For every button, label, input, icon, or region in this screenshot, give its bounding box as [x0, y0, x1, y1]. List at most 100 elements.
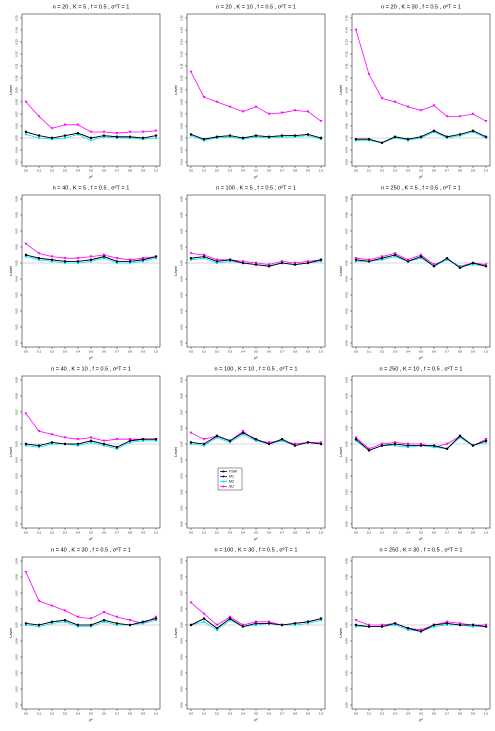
x-tick-label: 0.7	[445, 531, 449, 535]
point-marker	[50, 136, 54, 140]
y-tick-label: 0.15	[15, 15, 19, 21]
y-axis-label: Level	[8, 628, 13, 638]
point-marker	[24, 100, 28, 104]
y-tick-label: 0.05	[15, 135, 19, 141]
point-marker	[50, 258, 54, 261]
y-tick-label: 0.02	[15, 489, 19, 495]
x-tick-label: 1.0	[319, 712, 323, 716]
point-marker	[141, 258, 145, 261]
point-marker	[432, 104, 436, 107]
y-axis-label: Level	[173, 447, 178, 457]
x-tick-label: 1.0	[484, 531, 488, 535]
x-tick-label: 0.6	[267, 169, 271, 173]
point-marker	[280, 438, 284, 441]
point-marker	[367, 623, 371, 627]
point-marker	[202, 620, 206, 623]
x-tick-label: 0.2	[50, 350, 54, 354]
point-marker	[189, 70, 193, 74]
point-marker	[445, 620, 449, 624]
point-marker	[406, 260, 410, 263]
point-marker	[354, 623, 358, 627]
plot-frame	[186, 556, 326, 710]
x-tick-label: 0.1	[367, 712, 371, 716]
point-marker	[189, 441, 193, 444]
point-marker	[128, 258, 132, 262]
point-marker	[115, 257, 119, 260]
y-tick-label: 0.12	[15, 51, 19, 57]
point-marker	[293, 134, 297, 137]
point-marker	[76, 257, 80, 260]
y-tick-label: 0.05	[180, 441, 184, 447]
point-marker	[215, 135, 219, 138]
plot-frame	[351, 194, 491, 348]
point-marker	[37, 623, 41, 627]
point-marker	[63, 123, 67, 127]
x-tick-label: 1.0	[484, 169, 488, 173]
panel-title: n = 40 , K = 30 , f = 0.5 , σ²T = 1	[51, 547, 131, 553]
y-tick-label: 0.06	[180, 244, 184, 250]
panel-title: n = 40 , K = 5 , f = 0.5 , σ²T = 1	[53, 185, 130, 191]
point-marker	[419, 628, 423, 632]
point-marker	[280, 261, 284, 265]
point-marker	[406, 627, 410, 630]
point-marker	[50, 255, 54, 258]
y-tick-label: 0.09	[180, 377, 184, 383]
plot-frame	[186, 194, 326, 348]
point-marker	[241, 260, 245, 263]
y-tick-label: 0.09	[180, 87, 184, 93]
y-tick-label: 0.10	[15, 75, 19, 81]
x-tick-label: 0.7	[115, 350, 119, 354]
x-tick-label: 0.9	[306, 712, 310, 716]
x-tick-label: 0.5	[419, 350, 423, 354]
point-marker	[24, 622, 28, 625]
point-marker	[228, 439, 232, 442]
x-tick-label: 0.5	[254, 712, 258, 716]
point-marker	[445, 622, 449, 625]
series-line	[25, 101, 157, 134]
point-marker	[215, 434, 219, 438]
y-tick-label: 0.00	[180, 702, 184, 708]
point-marker	[37, 252, 41, 255]
point-marker	[154, 129, 158, 133]
y-tick-label: 0.06	[345, 425, 349, 431]
point-marker	[445, 257, 449, 260]
x-tick-label: 0.9	[306, 531, 310, 535]
y-tick-label: 0.11	[15, 63, 19, 69]
point-marker	[406, 258, 410, 262]
point-marker	[63, 609, 67, 612]
point-marker	[76, 442, 80, 446]
point-marker	[228, 258, 232, 261]
y-tick-label: 0.06	[15, 244, 19, 250]
point-marker	[63, 442, 67, 446]
y-tick-label: 0.05	[345, 260, 349, 266]
x-tick-label: 0.8	[128, 712, 132, 716]
point-marker	[484, 438, 488, 441]
x-tick-label: 0.9	[471, 531, 475, 535]
x-axis-label: ρ²	[419, 175, 423, 179]
x-tick-label: 0.0	[24, 350, 28, 354]
x-tick-label: 0.3	[228, 712, 232, 716]
y-tick-label: 0.06	[180, 606, 184, 612]
point-marker	[458, 115, 462, 118]
y-tick-label: 0.05	[15, 622, 19, 628]
point-marker	[380, 623, 384, 627]
point-marker	[102, 134, 106, 137]
point-marker	[484, 439, 488, 442]
point-marker	[471, 444, 475, 447]
plot-frame	[21, 375, 161, 529]
point-marker	[354, 619, 358, 622]
point-marker	[306, 620, 310, 623]
y-tick-label: 0.04	[15, 147, 19, 153]
y-tick-label: 0.03	[15, 292, 19, 298]
point-marker	[215, 100, 219, 104]
point-marker	[228, 105, 232, 109]
x-tick-label: 0.2	[215, 712, 219, 716]
point-marker	[141, 136, 145, 140]
x-tick-label: 0.9	[471, 169, 475, 173]
y-tick-label: 0.05	[345, 135, 349, 141]
point-marker	[254, 261, 258, 265]
point-marker	[319, 442, 323, 446]
point-marker	[76, 615, 80, 619]
x-tick-label: 0.2	[380, 350, 384, 354]
x-tick-label: 0.2	[215, 169, 219, 173]
